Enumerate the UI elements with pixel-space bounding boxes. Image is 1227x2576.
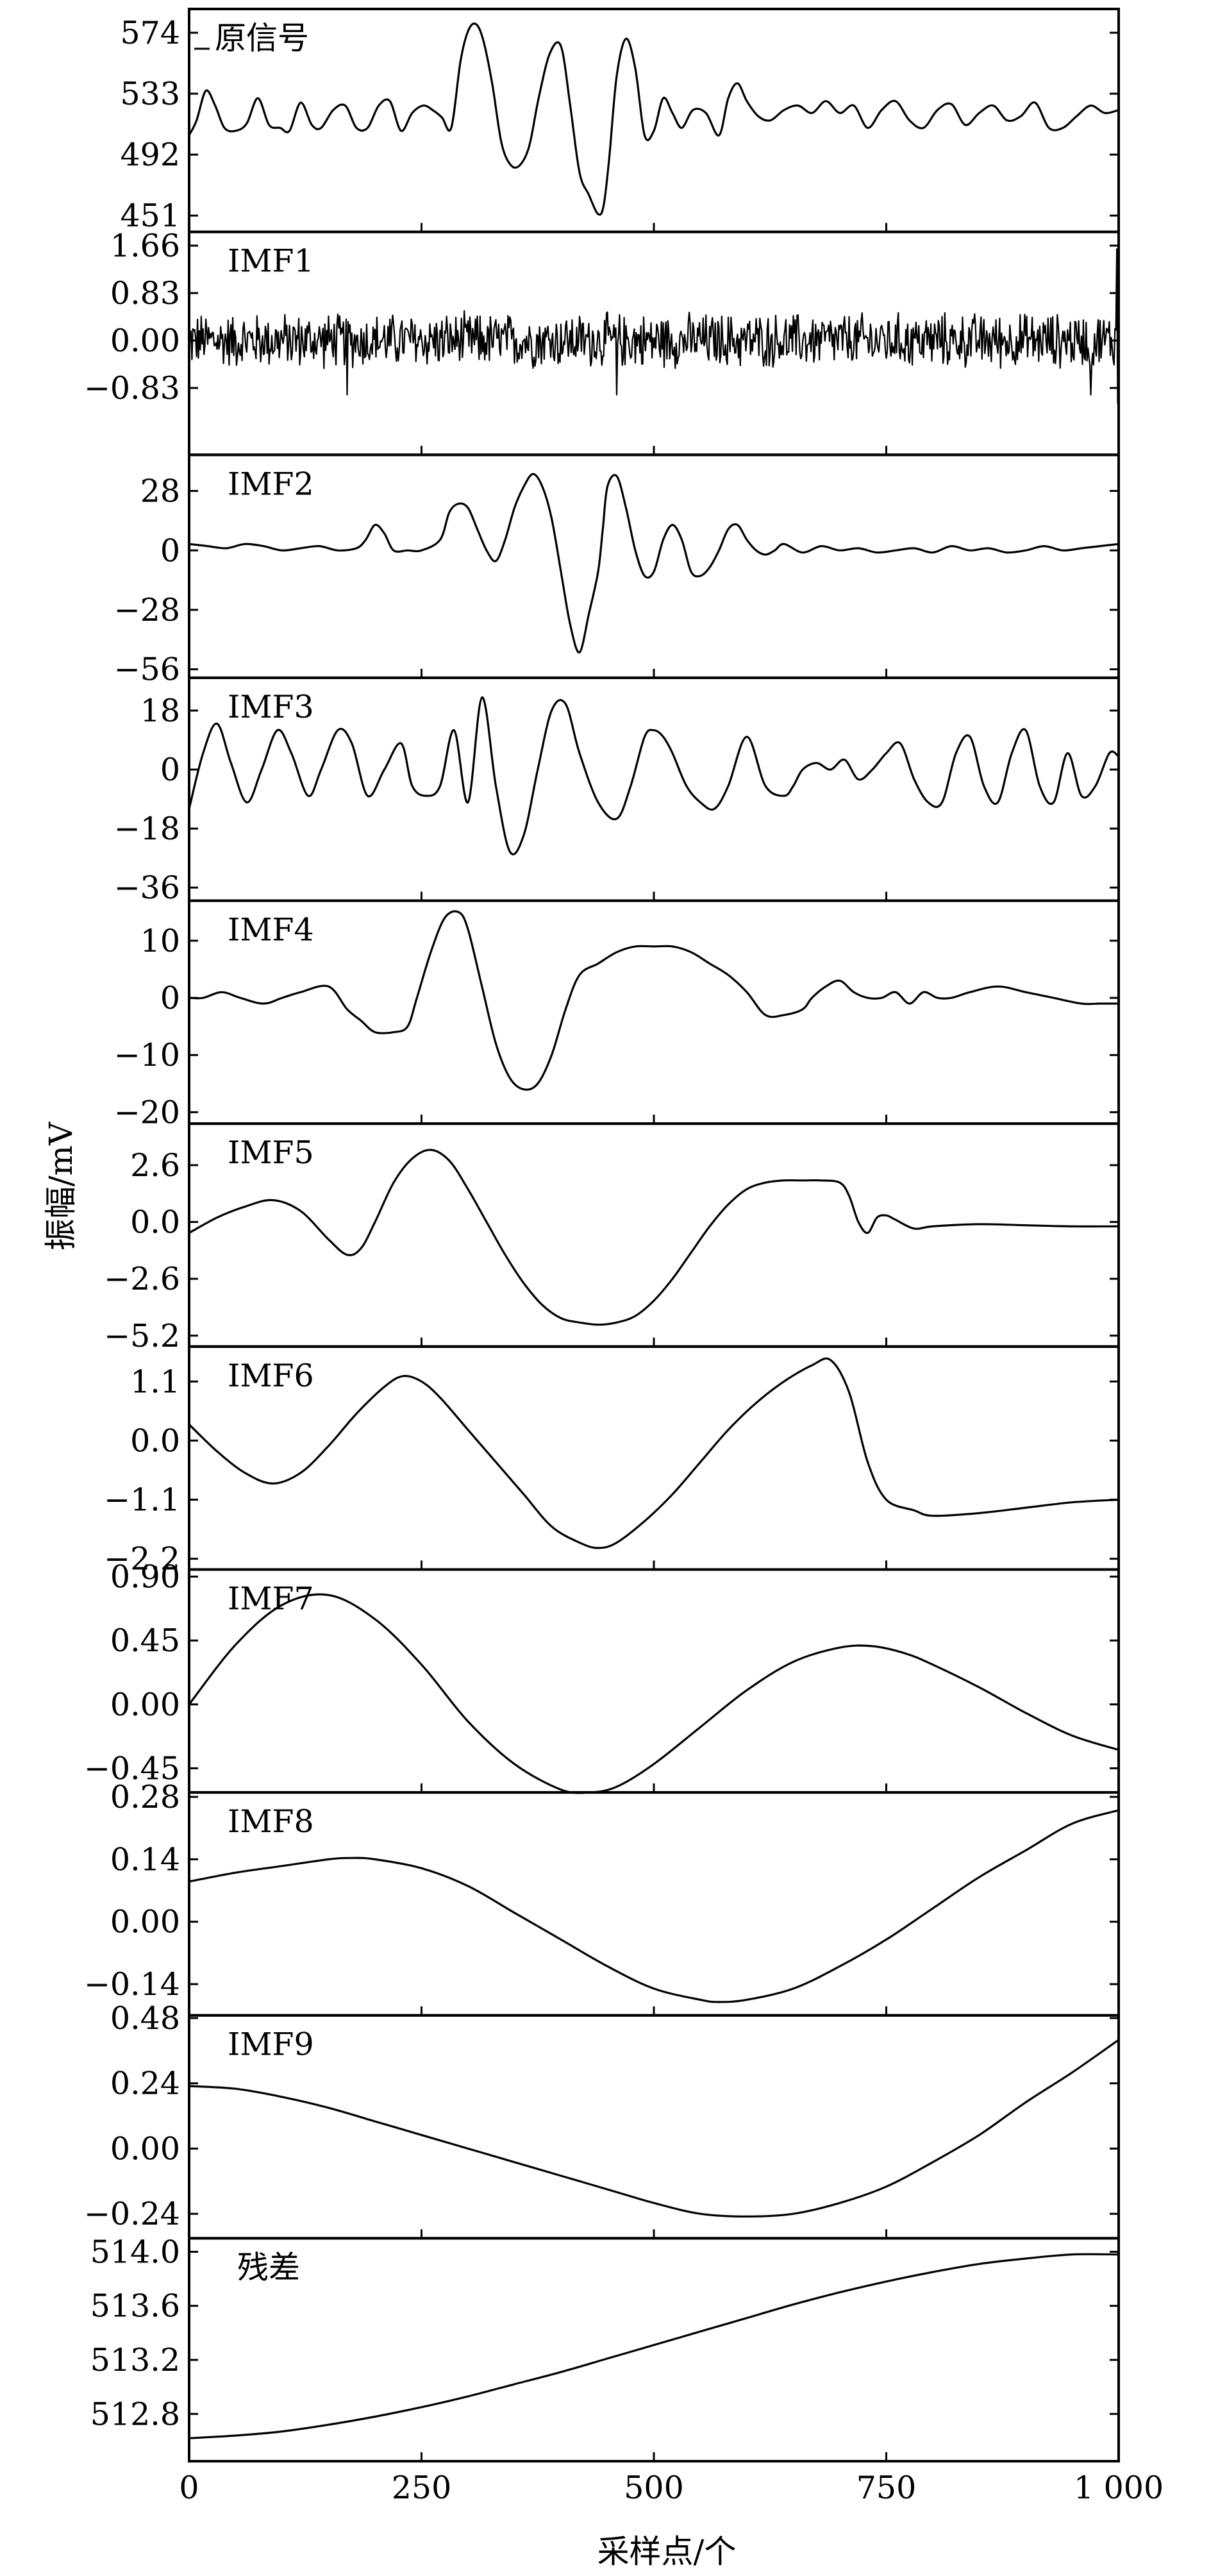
y-tick-label: −20 <box>114 1094 180 1131</box>
panel-frame <box>188 453 1120 679</box>
y-tick-label: −36 <box>114 870 180 906</box>
panel: −0.14 0.00 0.14 0.28 IMF8 <box>84 1779 1120 2017</box>
x-axis: 0 250 500 750 1 000 <box>179 2470 1164 2506</box>
y-tick-label: −1.1 <box>104 1482 180 1519</box>
y-tick-label: 451 <box>120 198 180 234</box>
y-tick-label: −2.2 <box>104 1541 180 1578</box>
y-tick-label: −0.83 <box>84 370 180 407</box>
panel-label: IMF5 <box>228 1134 314 1171</box>
y-tick-label: 513.6 <box>90 2288 180 2325</box>
y-tick-label: −5.2 <box>104 1318 180 1354</box>
y-tick-label: 0.14 <box>110 1841 180 1878</box>
panel-frame <box>188 1122 1120 1348</box>
y-tick-label: 533 <box>120 76 180 112</box>
panel: −36 −18 0 18 IMF3 <box>114 676 1120 906</box>
y-tick-label: −0.14 <box>84 1966 180 2003</box>
panel: −20 −10 0 10 IMF4 <box>114 899 1120 1131</box>
panel-label: IMF7 <box>228 1580 314 1617</box>
y-tick-label: −28 <box>114 592 180 628</box>
panel: −0.45 0.00 0.45 0.90 IMF7 <box>84 1559 1120 1794</box>
series-line <box>188 473 1119 653</box>
y-tick-label: 0.28 <box>110 1779 180 1815</box>
y-tick-label: 0 <box>160 752 180 788</box>
panel: −56 −28 0 28 IMF2 <box>114 453 1120 688</box>
y-tick-label: 0 <box>160 532 180 569</box>
series-line <box>188 1357 1119 1549</box>
y-tick-label: −2.6 <box>104 1261 180 1297</box>
y-tick-label: 2.6 <box>130 1147 180 1184</box>
y-tick-label: 574 <box>120 15 180 51</box>
series-line <box>188 1809 1119 2003</box>
y-axis-title: 振幅/mV <box>42 1122 79 1250</box>
panel: −0.83 0.00 0.83 1.66 IMF1 <box>84 228 1120 457</box>
panel: 512.8 513.2 513.6 514.0 残差 <box>90 2234 1120 2462</box>
y-tick-label: 513.2 <box>90 2342 180 2378</box>
y-tick-label: 0.00 <box>110 1904 180 1940</box>
panel-frame <box>188 1568 1120 1794</box>
panel-frame <box>188 1791 1120 2017</box>
panel-label: IMF6 <box>228 1358 314 1394</box>
panel: 451 492 533 574 原信号 <box>120 8 1120 234</box>
y-tick-label: 28 <box>140 473 180 510</box>
y-tick-label: 0.00 <box>110 2130 180 2167</box>
y-tick-label: 0.0 <box>130 1204 180 1241</box>
panel-frame <box>188 676 1120 902</box>
series-line <box>188 1149 1119 1326</box>
y-tick-label: 0.00 <box>110 323 180 359</box>
y-tick-label: 1.1 <box>130 1363 180 1400</box>
y-tick-label: −10 <box>114 1037 180 1073</box>
series-line <box>188 2253 1119 2439</box>
panel-frame <box>188 899 1120 1125</box>
series-line <box>188 1593 1119 1794</box>
series-line <box>188 248 1120 405</box>
y-tick-label: 0.24 <box>110 2066 180 2102</box>
x-axis-title: 采样点/个 <box>597 2533 737 2570</box>
y-tick-label: 0 <box>160 980 180 1016</box>
series-line <box>188 910 1119 1091</box>
panel-label: IMF2 <box>228 466 314 502</box>
series-line <box>188 2039 1119 2218</box>
panel-frame <box>188 1345 1120 1571</box>
panel-label: IMF3 <box>228 689 314 725</box>
x-tick-label: 500 <box>624 2470 684 2506</box>
panel-label: IMF1 <box>228 243 314 280</box>
x-tick-label: 750 <box>856 2470 917 2506</box>
y-tick-label: 0.00 <box>110 1687 180 1723</box>
series-line <box>188 696 1119 855</box>
y-tick-label: −56 <box>114 652 180 688</box>
panel-label: IMF9 <box>228 2026 314 2063</box>
y-tick-label: 1.66 <box>110 228 180 264</box>
y-tick-label: 10 <box>140 923 180 959</box>
y-tick-label: 514.0 <box>90 2234 180 2270</box>
panel-frame <box>188 2237 1120 2462</box>
y-tick-label: 512.8 <box>90 2396 180 2432</box>
panel-label: IMF8 <box>228 1803 314 1840</box>
y-tick-label: 492 <box>120 137 180 173</box>
panel-frame <box>188 8 1120 233</box>
x-tick-label: 1 000 <box>1074 2470 1164 2506</box>
panel-frame <box>188 2014 1120 2240</box>
x-tick-label: 0 <box>179 2470 199 2506</box>
panel: −0.24 0.00 0.24 0.48 IMF9 <box>84 2000 1120 2240</box>
series-line <box>188 22 1119 216</box>
y-tick-label: 0.48 <box>110 2000 180 2037</box>
panel: −5.2 −2.6 0.0 2.6 IMF5 <box>104 1122 1120 1354</box>
y-tick-label: −0.24 <box>84 2196 180 2232</box>
panel: −2.2 −1.1 0.0 1.1 IMF6 <box>104 1345 1120 1578</box>
y-tick-label: 0.83 <box>110 275 180 312</box>
y-tick-label: 0.0 <box>130 1422 180 1459</box>
panel-label: 原信号 <box>215 20 309 56</box>
y-tick-label: −0.45 <box>84 1750 180 1787</box>
y-tick-label: 18 <box>140 693 180 729</box>
y-tick-label: −18 <box>114 811 180 847</box>
panel-label: IMF4 <box>228 912 314 948</box>
y-tick-label: 0.90 <box>110 1559 180 1595</box>
x-tick-label: 250 <box>392 2470 452 2506</box>
y-tick-label: 0.45 <box>110 1622 180 1659</box>
panel-label: 残差 <box>237 2249 300 2286</box>
